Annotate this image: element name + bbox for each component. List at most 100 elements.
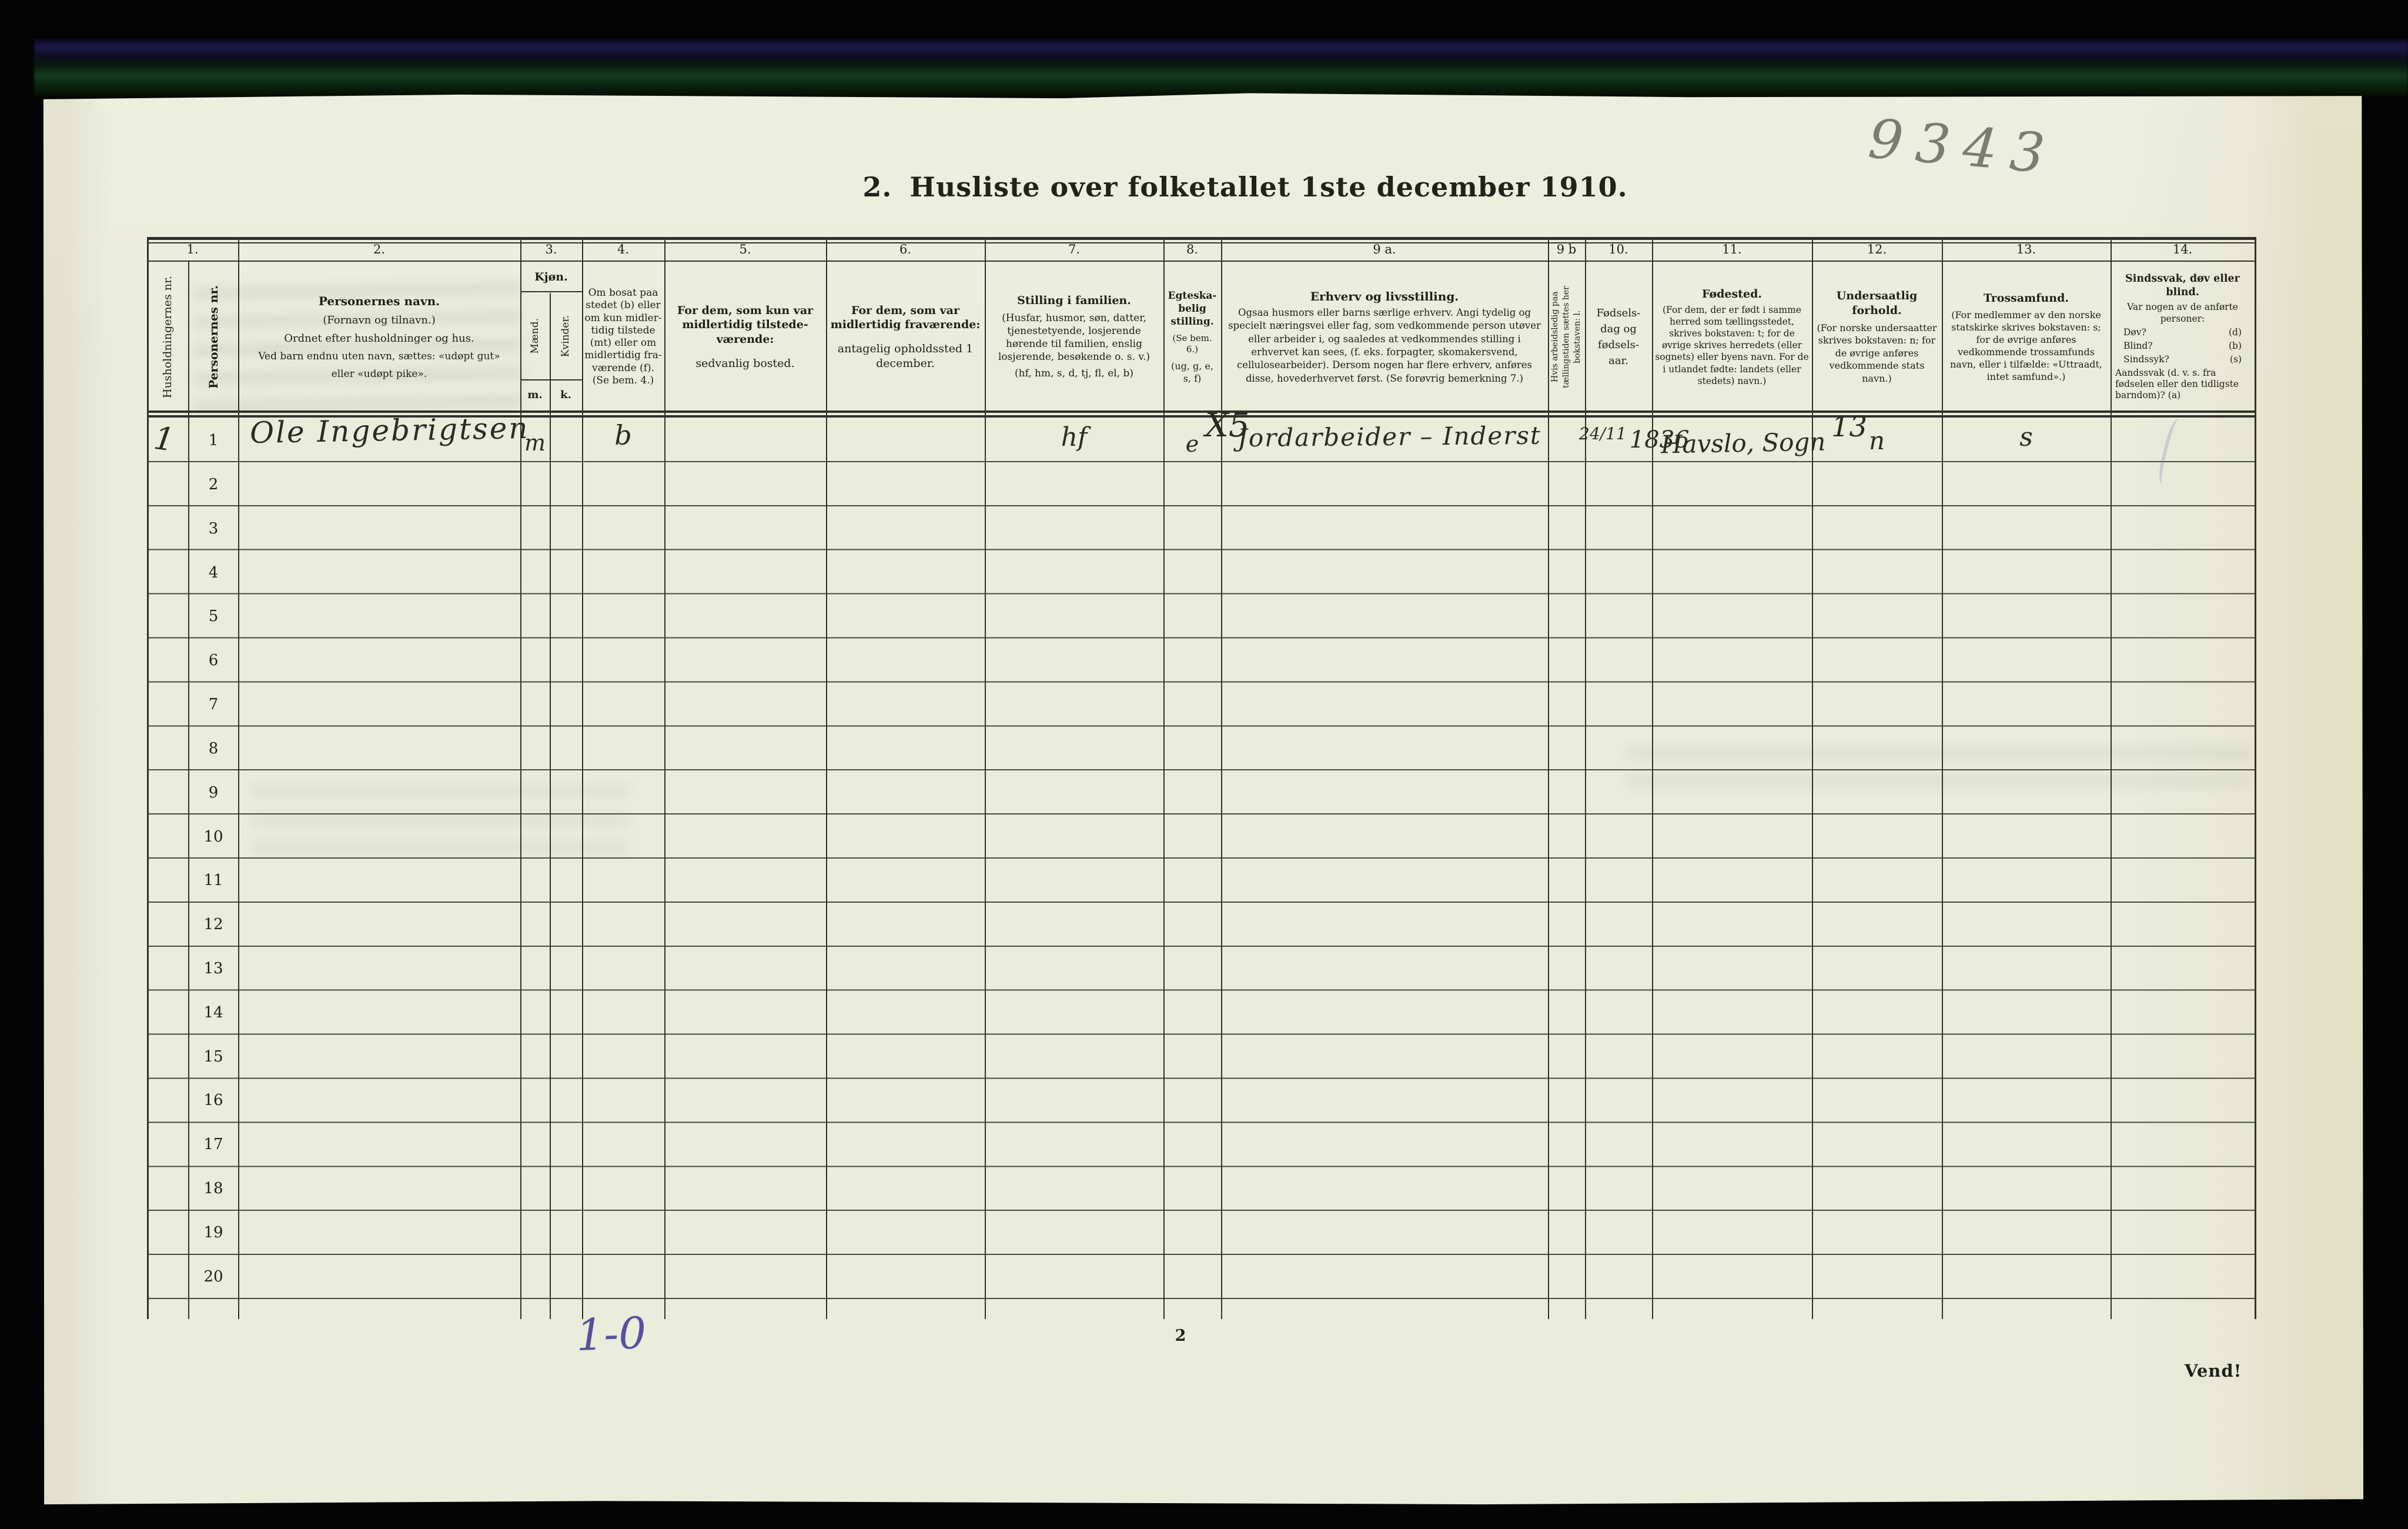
- header-temporarily-absent-sub: antagelig opholdssted 1 december.: [837, 342, 974, 370]
- row-number: 5: [208, 607, 219, 625]
- header-sex-male-code: m.: [520, 379, 550, 410]
- column-number-3: 3.: [545, 242, 557, 256]
- header-name-sub: Ved barn endnu uten navn, sættes: «udøpt…: [258, 350, 500, 363]
- header-disability-blind: Blind?: [2123, 340, 2153, 352]
- entry-residence: b: [614, 419, 632, 451]
- entry-occupation-pencil-note: X5: [1205, 406, 1250, 445]
- row-number: 15: [203, 1047, 223, 1066]
- header-sex-title: Kjøn.: [534, 271, 568, 284]
- header-sex-male-code-label: m.: [527, 388, 543, 401]
- header-birth-date: Fødsels- dag og fødsels- aar.: [1596, 307, 1641, 367]
- entry-marital-status: e: [1185, 431, 1199, 457]
- header-citizenship: Undersaatlig forhold. (For norske under­…: [1812, 263, 1942, 410]
- header-name-sub: (Fornavn og tilnavn.): [323, 313, 436, 326]
- column-number-14: 14.: [2172, 242, 2193, 256]
- column-number-5: 5.: [739, 242, 751, 256]
- row-number: 7: [208, 695, 219, 713]
- header-temporarily-absent-title: For dem, som var midlertidig fraværende:: [830, 303, 981, 332]
- entry-citizenship: n: [1868, 426, 1885, 455]
- header-temporarily-present-sub: sedvanlig bosted.: [695, 356, 795, 370]
- header-person-nr-label: Personernes nr.: [206, 285, 220, 389]
- header-religion: Trossamfund. (For medlemmer av den norsk…: [1942, 263, 2111, 410]
- table-row-lines: [147, 418, 2256, 1300]
- column-number-12: 12.: [1867, 242, 1887, 256]
- column-number-11: 11.: [1722, 242, 1742, 256]
- row-number: 18: [203, 1179, 223, 1197]
- header-disability: Sindssvak, døv eller blind. Var nogen av…: [2111, 263, 2255, 410]
- header-religion-body: (For medlemmer av den norske statskirke …: [1949, 309, 2102, 383]
- header-disability-deaf-code: (d): [2228, 327, 2242, 338]
- header-marital-status-codes: (ug, g, e, s, f): [1171, 360, 1213, 384]
- entry-occupation: Jordarbeider – Inderst: [1237, 420, 1542, 453]
- column-number-6: 6.: [899, 242, 912, 256]
- entry-birth-date: 24/11 1836: [1579, 424, 1690, 453]
- header-sex-male-label: Mænd.: [529, 318, 541, 354]
- column-number-7: 7.: [1068, 242, 1081, 256]
- column-number-13: 13.: [2016, 242, 2036, 256]
- entry-family-position: hf: [1061, 422, 1088, 452]
- header-person-nr: Personernes nr.: [188, 263, 238, 410]
- header-residence: Om bosat paa stedet (b) eller om kun mid…: [584, 287, 662, 386]
- row-number: 14: [203, 1003, 223, 1021]
- header-disability-deaf: Døv?: [2123, 327, 2146, 338]
- column-number-9b: 9 b: [1556, 242, 1577, 256]
- row-number: 19: [203, 1223, 223, 1241]
- row-number: 2: [208, 475, 219, 493]
- header-marital-status: Egteska­belig stilling. (Se bem. 6.) (ug…: [1163, 263, 1221, 410]
- row-number: 8: [208, 739, 219, 757]
- header-religion-title: Trossamfund.: [1984, 291, 2069, 305]
- header-sex-female: Kvinder.: [550, 293, 582, 379]
- header-sex-female-code-label: k.: [560, 388, 571, 401]
- header-disability-intro: Var nogen av de anførte personer:: [2127, 301, 2238, 324]
- scanner-color-band: [34, 39, 2408, 96]
- header-unemployed-label: Hvis arbeidsledig paa tællingstiden sætt…: [1550, 286, 1582, 388]
- header-disability-row: Sindssyk? (s): [2115, 353, 2250, 365]
- entry-birth-year: 1836: [1629, 426, 1690, 453]
- row-number: 4: [208, 563, 219, 582]
- paper-sheet: 2. Husliste over folketallet 1ste decemb…: [43, 93, 2363, 1505]
- page-title: 2. Husliste over folketallet 1ste decemb…: [716, 171, 1774, 203]
- header-occupation: Erhverv og livsstilling. Ogsaa husmors e…: [1221, 263, 1548, 410]
- header-name-sub: eller «udøpt pike».: [331, 368, 427, 380]
- row-number: 10: [203, 827, 223, 846]
- page-title-number: 2.: [862, 171, 892, 203]
- column-number-1: 1.: [186, 242, 199, 256]
- header-household-nr: Husholdningernes nr.: [147, 263, 188, 410]
- header-name-sub: Ordnet efter husholdninger og hus.: [284, 332, 474, 345]
- header-temporarily-present-title: For dem, som kun var midlertidig tilsted…: [677, 303, 814, 346]
- header-family-position-codes: (hf, hm, s, d, tj, fl, el, b): [1014, 368, 1134, 380]
- page-number: 2: [1175, 1327, 1186, 1345]
- header-family-position-title: Stilling i familien.: [1017, 294, 1131, 308]
- header-disability-blind-code: (b): [2228, 340, 2242, 352]
- header-sex-female-label: Kvinder.: [560, 315, 572, 358]
- row-number: 16: [203, 1091, 223, 1109]
- header-disability-title: Sindssvak, døv eller blind.: [2125, 273, 2240, 299]
- row-number: 11: [203, 871, 223, 889]
- header-birthplace: Fødested. (For dem, der er født i samme …: [1652, 263, 1812, 410]
- row-number: 9: [208, 783, 219, 802]
- entry-birth-daymonth: 24/11: [1579, 424, 1627, 443]
- header-occupation-body: Ogsaa husmors eller barns særlige erhver…: [1228, 307, 1541, 384]
- census-table: 1. 2. 3. 4. 5. 6. 7. 8. 9 a. 9 b 10. 11.…: [147, 237, 2256, 1325]
- header-birthplace-body: (For dem, der er født i samme herred som…: [1655, 304, 1809, 386]
- header-citizenship-title: Undersaatlig forhold.: [1836, 289, 1918, 318]
- row-number: 20: [203, 1267, 223, 1286]
- header-temporarily-present: For dem, som kun var midlertidig tilsted…: [664, 263, 826, 410]
- row-number: 13: [203, 959, 223, 977]
- header-temporarily-absent: For dem, som var midlertidig fraværende:…: [826, 263, 985, 410]
- turn-page-note: Vend!: [2185, 1361, 2242, 1381]
- header-marital-status-note: (Se bem. 6.): [1172, 332, 1212, 355]
- ink-tally-note: 1-0: [575, 1307, 647, 1361]
- row-number: 12: [203, 915, 223, 933]
- header-sex: Kjøn.: [520, 263, 582, 291]
- header-unemployed: Hvis arbeidsledig paa tællingstiden sætt…: [1548, 263, 1585, 410]
- row-number: 3: [208, 519, 219, 538]
- table-grid-vertical-lines: [147, 237, 2256, 261]
- header-occupation-title: Erhverv og livsstilling.: [1310, 289, 1459, 304]
- row-number: 6: [208, 651, 219, 669]
- header-family-position-body: (Husfar, husmor, søn, datter, tjenestety…: [998, 312, 1151, 363]
- header-sex-female-code: k.: [550, 379, 582, 410]
- column-number-4: 4.: [617, 242, 630, 256]
- pencil-archive-number: 9343: [1865, 107, 2061, 186]
- entry-birthplace: Havslo, Sogn: [1660, 427, 1826, 459]
